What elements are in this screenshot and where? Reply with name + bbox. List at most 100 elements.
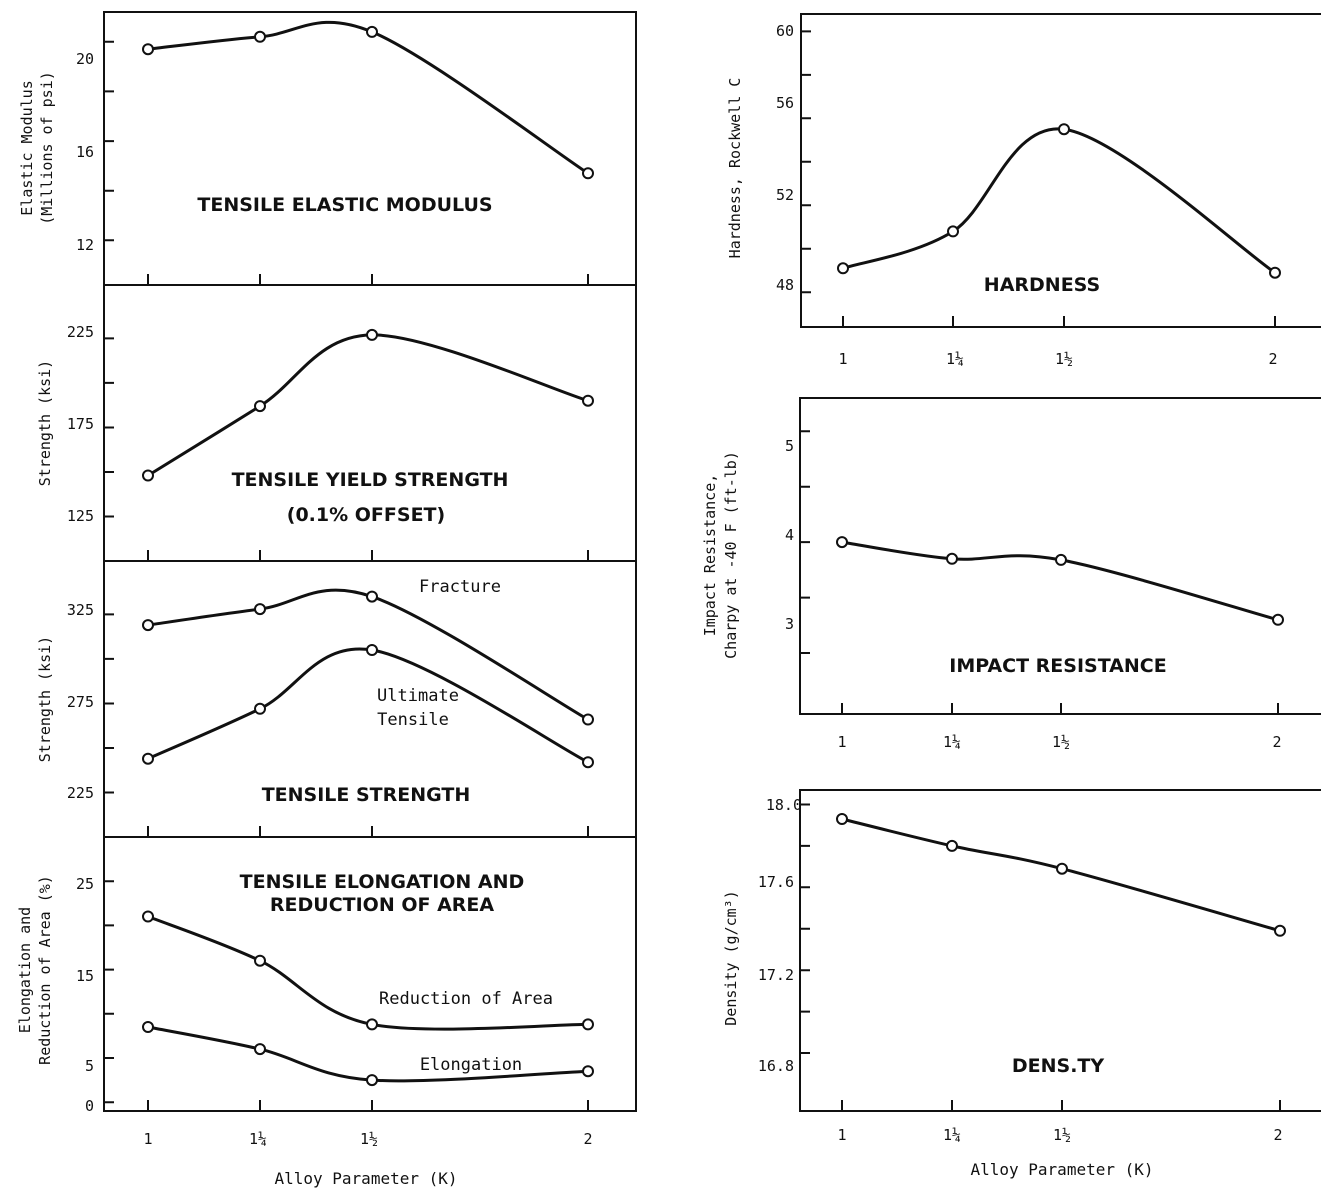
data-point xyxy=(1269,266,1281,279)
y-tick-label: 0 xyxy=(85,1097,94,1115)
y-tick-label: 225 xyxy=(67,323,94,341)
x-tick-label: 1¼ xyxy=(946,350,964,368)
plot-area xyxy=(837,123,1281,279)
data-point xyxy=(1274,924,1286,937)
axis-ticks xyxy=(104,40,589,285)
x-tick-label: 2 xyxy=(1268,350,1277,368)
panel-title: DENS.TY xyxy=(1012,1055,1105,1077)
panel-tensile-elastic-modulus: Elastic Modulus (Millions of psi) 20 16 … xyxy=(18,11,637,286)
y-axis-label: Hardness, Rockwell C xyxy=(726,78,744,259)
x-tick-labels: 1 1¼ 1½ 2 xyxy=(837,1126,1282,1144)
panel-hardness: Hardness, Rockwell C 60 56 52 48 HARDNES… xyxy=(726,13,1321,368)
y-tick-label: 3 xyxy=(785,615,794,633)
data-point xyxy=(1056,862,1068,875)
panel-title: TENSILE ELONGATION AND xyxy=(240,871,525,893)
y-axis-label: Strength (ksi) xyxy=(36,636,54,762)
x-tick-label: 2 xyxy=(1272,733,1281,751)
y-tick-label: 52 xyxy=(776,186,794,204)
panel-title: IMPACT RESISTANCE xyxy=(949,655,1166,677)
data-point xyxy=(142,1021,154,1033)
panel-title: TENSILE YIELD STRENGTH xyxy=(232,469,509,491)
x-tick-label: 1½ xyxy=(1053,1126,1071,1144)
y-axis-label-line2: (Millions of psi) xyxy=(38,71,56,225)
y-tick-label: 4 xyxy=(785,526,794,544)
y-tick-label: 18.0 xyxy=(766,796,802,814)
x-tick-label: 1 xyxy=(837,733,846,751)
data-point xyxy=(366,25,378,38)
plot-area xyxy=(142,328,594,482)
plot-frame xyxy=(103,11,637,286)
annotation-elongation: Elongation xyxy=(420,1055,522,1075)
x-tick-label: 1½ xyxy=(360,1130,378,1148)
y-tick-label: 225 xyxy=(67,784,94,802)
panel-density: Density (g/cm³) 18.0 17.6 17.2 16.8 DENS… xyxy=(722,789,1321,1179)
y-tick-label: 275 xyxy=(67,693,94,711)
x-tick-label: 1¼ xyxy=(249,1130,267,1148)
data-point xyxy=(254,603,266,616)
y-tick-label: 175 xyxy=(67,415,94,433)
x-tick-labels: 1 1¼ 1½ 2 xyxy=(838,350,1277,368)
data-point xyxy=(946,552,958,565)
plot-area xyxy=(142,910,594,1087)
series-line xyxy=(147,588,589,721)
y-tick-label: 25 xyxy=(76,875,94,893)
y-tick-label: 20 xyxy=(76,50,94,68)
series-line xyxy=(147,20,589,175)
series-line xyxy=(841,817,1281,933)
panel-tensile-yield-strength: Strength (ksi) 225 175 125 TENSILE YIELD… xyxy=(36,284,637,562)
data-point xyxy=(946,839,958,852)
y-tick-label: 12 xyxy=(76,236,94,254)
y-axis-label: Impact Resistance, Charpy at -40 F (ft-l… xyxy=(701,451,740,659)
data-point xyxy=(142,43,154,56)
y-axis-label-line1: Impact Resistance, xyxy=(701,474,719,637)
panel-title: HARDNESS xyxy=(984,274,1100,296)
y-tick-label: 16.8 xyxy=(758,1057,794,1075)
y-tick-label: 56 xyxy=(776,94,794,112)
x-tick-labels: 1 1¼ 1½ 2 xyxy=(837,733,1281,751)
y-axis-label-line2: Charpy at -40 F (ft-lb) xyxy=(722,451,740,659)
x-axis-label: Alloy Parameter (K) xyxy=(970,1160,1153,1179)
panel-impact-resistance: Impact Resistance, Charpy at -40 F (ft-l… xyxy=(701,397,1321,751)
axis-ticks xyxy=(800,803,1281,1111)
axis-ticks xyxy=(104,337,589,561)
x-tick-label: 1¼ xyxy=(943,1126,961,1144)
axis-ticks xyxy=(800,430,1279,714)
data-point xyxy=(142,910,154,923)
data-point xyxy=(836,813,848,825)
x-tick-label: 1 xyxy=(143,1130,152,1148)
series-line xyxy=(147,333,589,477)
panel-tensile-strength: Strength (ksi) 325 275 225 Fracture Ulti… xyxy=(36,560,637,838)
plot-area xyxy=(836,813,1286,937)
data-point xyxy=(142,619,154,632)
plot-area xyxy=(836,536,1284,626)
data-point xyxy=(254,400,266,413)
panel-tensile-elongation: Elongation and Reduction of Area (%) 25 … xyxy=(16,836,637,1188)
panel-title: TENSILE ELASTIC MODULUS xyxy=(197,194,492,216)
data-point xyxy=(366,590,378,603)
data-point xyxy=(836,536,848,549)
data-point xyxy=(142,752,154,765)
x-tick-label: 1½ xyxy=(1055,350,1073,368)
y-tick-label: 60 xyxy=(776,22,794,40)
data-point xyxy=(366,1018,378,1031)
data-point xyxy=(837,262,849,275)
x-tick-label: 1 xyxy=(837,1126,846,1144)
data-point xyxy=(582,167,594,180)
axis-ticks xyxy=(801,30,1276,327)
y-tick-label: 5 xyxy=(785,437,794,455)
data-point xyxy=(582,756,594,769)
y-axis-label-line2: Reduction of Area (%) xyxy=(36,875,54,1065)
x-axis-label: Alloy Parameter (K) xyxy=(274,1169,457,1188)
y-tick-label: 15 xyxy=(76,967,94,985)
y-axis-label: Density (g/cm³) xyxy=(722,890,740,1025)
axis-ticks xyxy=(104,613,589,837)
y-axis-label-line1: Elongation and xyxy=(16,907,34,1033)
data-point xyxy=(947,225,959,238)
data-point xyxy=(582,713,594,726)
series-line xyxy=(842,127,1276,274)
y-axis-label: Strength (ksi) xyxy=(36,360,54,486)
series-line xyxy=(147,647,589,764)
y-tick-label: 17.6 xyxy=(758,873,794,891)
y-tick-label: 125 xyxy=(67,507,94,525)
